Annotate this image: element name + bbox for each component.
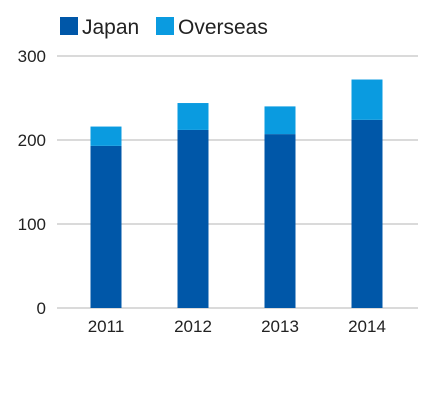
bar-overseas-2011: [90, 126, 122, 146]
x-tick-label: 2013: [261, 317, 299, 336]
bar-overseas-2013: [264, 106, 296, 135]
bar-overseas-2014: [351, 79, 383, 120]
y-axis: 0 100 200 300: [18, 47, 46, 318]
x-tick-label: 2014: [348, 317, 386, 336]
bar-japan-2011: [90, 145, 122, 308]
y-tick-label: 100: [18, 215, 46, 234]
legend-swatch-japan: [60, 17, 78, 35]
x-axis: 2011 2012 2013 2014: [88, 317, 386, 336]
legend: Japan Overseas: [60, 16, 268, 39]
legend-label-overseas: Overseas: [178, 16, 268, 39]
bar-overseas-2012: [177, 103, 209, 130]
legend-swatch-overseas: [156, 17, 174, 35]
bar-japan-2012: [177, 129, 209, 308]
y-tick-label: 300: [18, 47, 46, 66]
legend-item-japan: Japan: [60, 16, 139, 39]
x-tick-label: 2012: [174, 317, 212, 336]
bars: [90, 79, 383, 308]
legend-label-japan: Japan: [82, 16, 139, 39]
y-tick-label: 200: [18, 131, 46, 150]
legend-item-overseas: Overseas: [156, 16, 268, 39]
bar-japan-2013: [264, 134, 296, 308]
x-tick-label: 2011: [88, 317, 125, 336]
y-tick-label: 0: [37, 299, 46, 318]
bar-japan-2014: [351, 119, 383, 308]
